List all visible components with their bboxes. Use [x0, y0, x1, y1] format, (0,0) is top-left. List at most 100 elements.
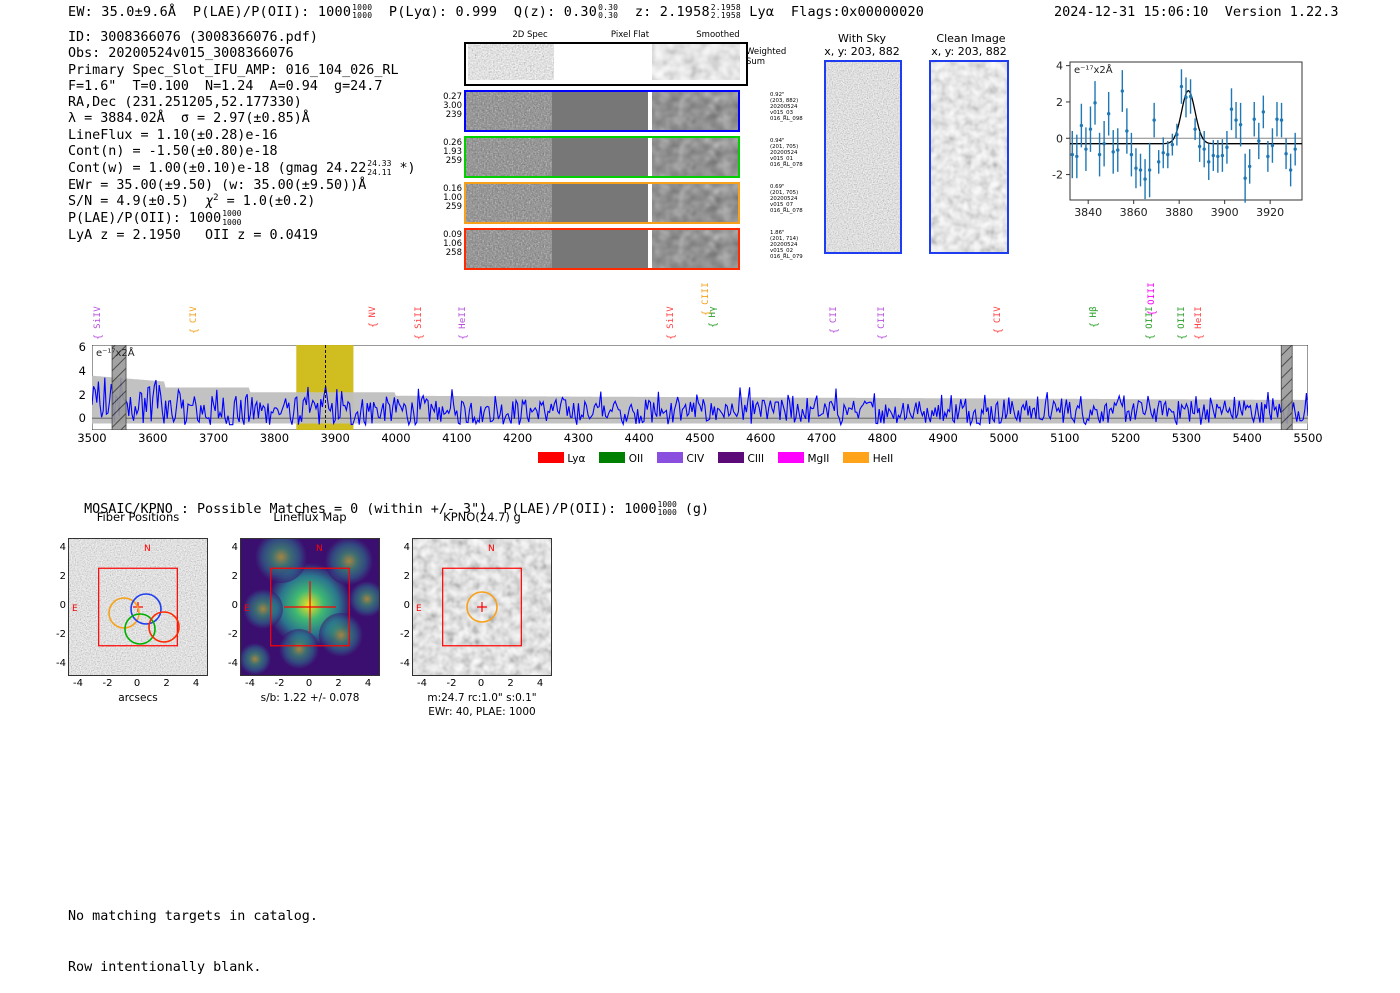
svg-text:3900: 3900	[1211, 206, 1239, 219]
header-qz-hi: 0.30	[598, 3, 619, 12]
spec2d-col-header-smoothed: Smoothed	[696, 30, 740, 40]
svg-text:e⁻¹⁷x2Å: e⁻¹⁷x2Å	[96, 346, 135, 359]
emission-line-bracket-icon: {	[877, 334, 889, 341]
panel-y-tick: -4	[228, 658, 238, 669]
detection-info-block: ID: 3008366076 (3008366076.pdf) Obs: 202…	[68, 30, 416, 244]
legend-label: CIV	[686, 453, 705, 465]
legend-swatch	[599, 452, 626, 463]
fiber-weights: 0.27 3.00 239	[438, 92, 462, 121]
fit-plot-svg: -2 0 2 4 3840 3860 3880 3900 3920 e⁻¹⁷x2Å	[1052, 60, 1303, 219]
footer-line-2: Row intentionally blank.	[68, 960, 262, 975]
info-plae-lo: 1000	[222, 217, 242, 227]
legend-swatch	[538, 452, 564, 463]
cutout-clean-img	[929, 60, 1009, 254]
fiber-weight-3: 259	[445, 202, 462, 213]
footer-block: No matching targets in catalog. Row inte…	[68, 874, 318, 993]
spectrum-legend: Lyα OII CIV CIII MgII HeII	[538, 452, 907, 465]
svg-text:3840: 3840	[1074, 206, 1102, 219]
fiber-metadata: 1.86" (201, 714) 20200524 v015_02 016_RL_079	[770, 230, 803, 260]
svg-text:E: E	[72, 604, 78, 614]
spectrum-x-tick: 4300	[563, 431, 594, 445]
fiber-distance: 0.94"	[770, 138, 785, 144]
weighted-sum-label: Weighted Sum	[746, 47, 787, 67]
fiber-amp: 016_RL_078	[770, 208, 803, 215]
info-cont-w-hi: 24.33	[367, 159, 392, 169]
svg-text:0: 0	[1056, 132, 1063, 145]
spec2d-col-header-pixelflat: Pixel Flat	[610, 30, 650, 40]
panel-x-tick: 2	[163, 678, 170, 689]
spec2d-weighted-sum-row	[464, 42, 748, 86]
spectrum-x-tick: 4000	[381, 431, 411, 445]
header-version: Version 1.22.3	[1224, 4, 1339, 20]
info-primary-spec: Primary Spec_Slot_IFU_AMP: 016_104_026_R…	[68, 62, 399, 78]
fiber-weight-2: 3.00	[443, 101, 462, 112]
panel-x-tick: 4	[192, 678, 200, 689]
fiber-weights: 0.16 1.00 259	[438, 184, 462, 213]
spectrum-x-tick: 4800	[867, 431, 898, 445]
weighted-sum-image	[466, 44, 742, 80]
header-line-id: Lyα	[749, 4, 775, 21]
emission-line-label: SiIV	[665, 306, 676, 329]
header-flags: Flags:0x00000020	[790, 4, 925, 21]
svg-text:e⁻¹⁷x2Å: e⁻¹⁷x2Å	[1074, 63, 1113, 76]
mosaic-plae-lo: 1000	[657, 508, 677, 518]
fiber-metadata: 0.92" (203, 882) 20200524 v015_03 016_RL_098	[770, 92, 803, 122]
svg-text:N: N	[488, 544, 495, 554]
panel-x-tick: 0	[477, 678, 485, 689]
emission-line-bracket-icon: {	[701, 310, 713, 317]
info-ewr: EWr = 35.00(±9.50) (w: 35.00(±9.50))Å	[68, 177, 367, 193]
header-plae-hi: 1000	[352, 3, 373, 12]
info-lambda: λ = 3884.02Å σ = 2.97(±0.85)Å	[68, 111, 310, 127]
svg-text:4: 4	[1056, 60, 1063, 73]
svg-text:N: N	[144, 544, 151, 554]
legend-label: MgII	[807, 453, 830, 465]
info-cont-w: Cont(w) = 1.00(±0.10)e-18 (gmag 24.2224.…	[68, 160, 416, 177]
panel-x-tick: -2	[102, 678, 113, 689]
emission-line-bracket-icon: {	[457, 334, 469, 341]
emission-line-bracket-icon: {	[93, 334, 105, 341]
panel-y-tick: 4	[403, 542, 410, 553]
spectrum-x-tick: 3700	[198, 431, 229, 445]
panel-x-tick: 0	[133, 678, 141, 689]
spectrum-x-tick: 3600	[138, 431, 168, 445]
fiber-date: 20200524	[770, 242, 798, 249]
fiber-weight-1: 0.16	[443, 184, 462, 194]
svg-text:N: N	[316, 544, 323, 554]
emission-line-fit-plot: -2 0 2 4 3840 3860 3880 3900 3920 e⁻¹⁷x2Å	[1036, 54, 1308, 230]
panel-y-tick: 2	[403, 571, 410, 582]
info-radec: RA,Dec (231.251205,52.177330)	[68, 95, 302, 111]
spectrum-x-tick: 5300	[1171, 431, 1202, 445]
spectrum-x-tick: 5000	[989, 431, 1019, 445]
fiber-weight-2: 1.06	[443, 239, 462, 250]
legend-item: MgII	[778, 452, 830, 465]
legend-item: CIV	[657, 452, 705, 465]
info-plae: P(LAE)/P(OII): 10001000 1000	[68, 210, 416, 227]
header-plae-lo: 1000	[352, 11, 373, 21]
fiber-amp: 016_RL_079	[770, 254, 803, 261]
spec2d-panel: 2D Spec Pixel Flat Smoothed	[438, 30, 803, 270]
fiber-row	[464, 182, 740, 224]
legend-swatch	[657, 452, 684, 463]
svg-text:3860: 3860	[1120, 206, 1148, 219]
spectrum-y-tick: 0	[78, 411, 86, 426]
legend-swatch	[718, 452, 745, 463]
emission-line-label: CII	[828, 306, 839, 324]
spec2d-col-header-2dspec: 2D Spec	[512, 30, 548, 40]
spectrum-x-tick: 3900	[320, 431, 350, 445]
spectrum-x-tick: 4600	[746, 431, 776, 445]
fiber-obs: v015_01	[770, 156, 794, 163]
fiber-weight-1: 0.27	[443, 92, 462, 102]
panel-x-tick: 4	[364, 678, 372, 689]
emission-line-bracket-icon: {	[828, 328, 840, 335]
fiber-amp: 016_RL_078	[770, 162, 803, 169]
mosaic-plae-hi: 1000	[657, 500, 677, 509]
header-timestamp: 2024-12-31 15:06:10	[1054, 4, 1209, 20]
panel-x-tick: 0	[305, 678, 313, 689]
header-plya: P(Lyα): 0.999	[388, 4, 498, 21]
spectrum-x-tick: 4100	[442, 431, 472, 445]
emission-line-bracket-icon: {	[367, 322, 379, 329]
info-chi2-val: = 1.0(±0.2)	[218, 194, 316, 210]
